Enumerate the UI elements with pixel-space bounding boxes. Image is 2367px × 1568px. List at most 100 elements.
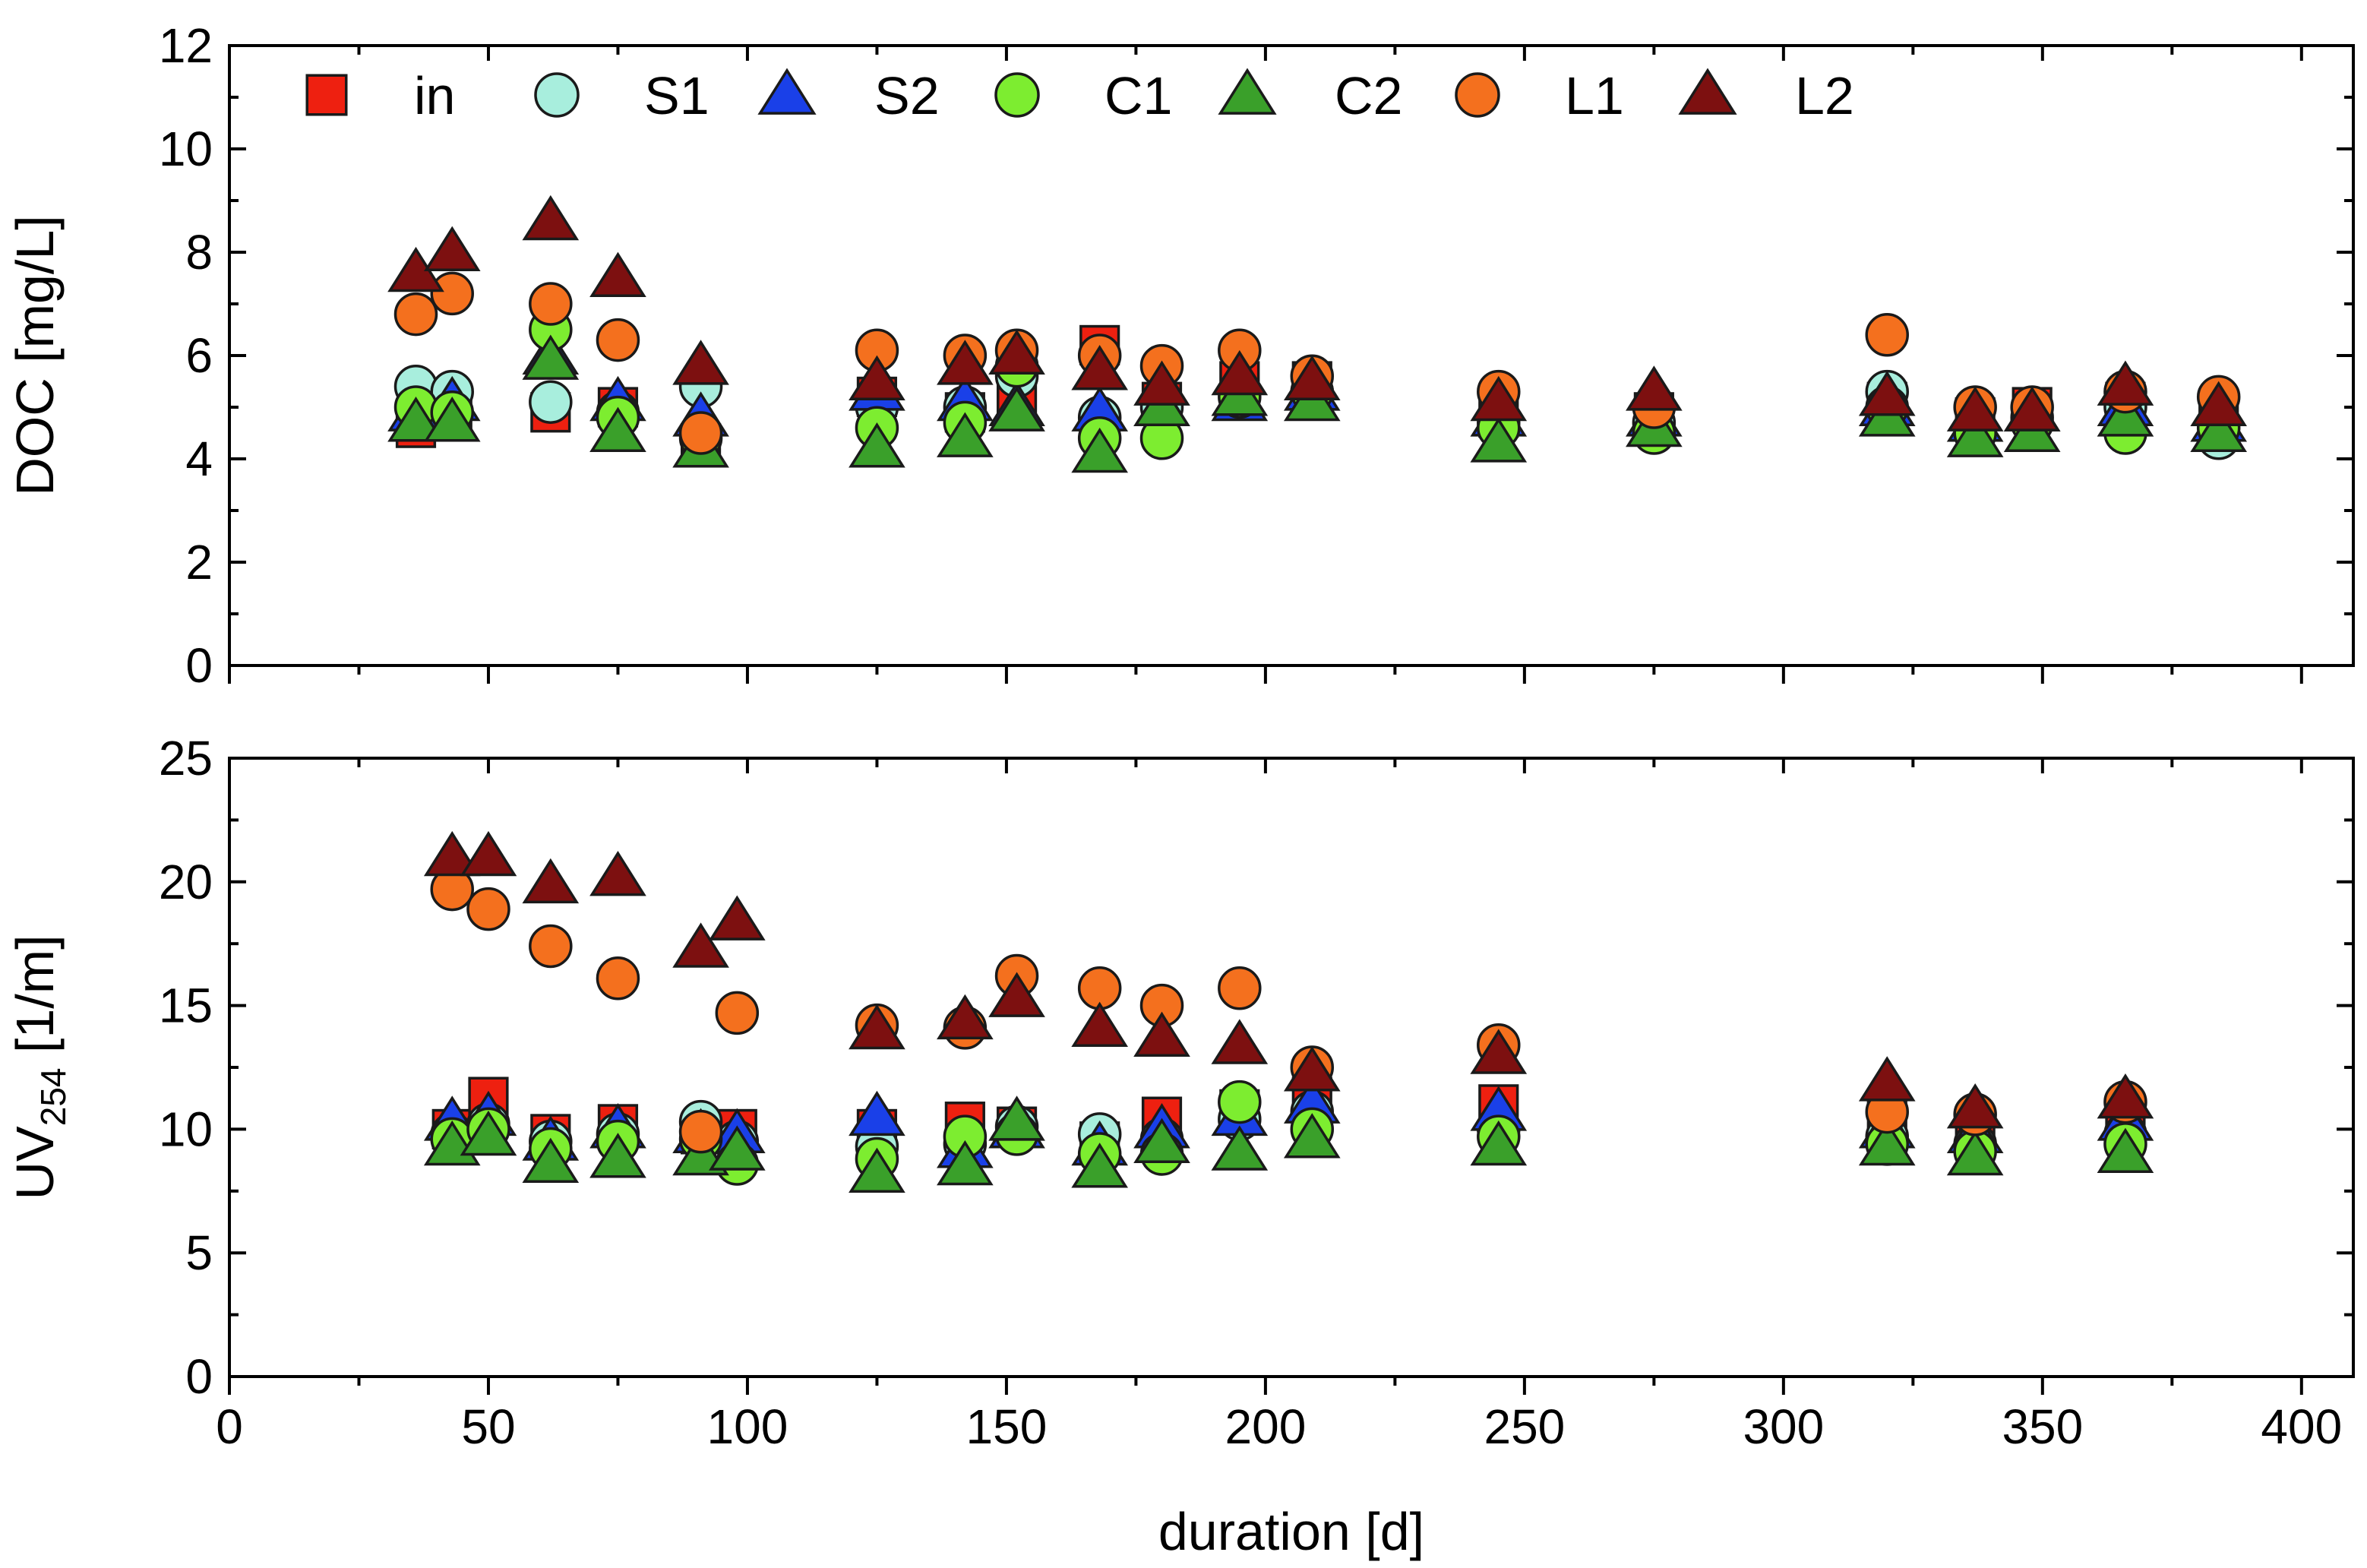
- legend-item-c2: C2: [1218, 66, 1402, 125]
- uv-c2-point: [1470, 1120, 1528, 1166]
- doc-l2-point: [937, 340, 994, 385]
- doc-l1-point: [529, 282, 573, 326]
- doc-c2-point: [522, 334, 580, 380]
- doc-l2-point: [423, 226, 481, 272]
- doc-series-C2: [387, 334, 2248, 473]
- legend-item-in: in: [305, 66, 455, 125]
- legend-marker-l1: [1455, 72, 1500, 118]
- uv-l2-point: [937, 994, 994, 1040]
- doc-l2-point: [1470, 375, 1528, 422]
- uv-l2-point: [1211, 1019, 1269, 1064]
- uv-l2-point: [2097, 1073, 2154, 1119]
- uv-c2-point: [1211, 1125, 1269, 1171]
- doc-c2-point: [1470, 417, 1528, 463]
- doc-l2-point: [1946, 386, 2004, 432]
- legend-label-c2: C2: [1335, 66, 1402, 125]
- doc-s1-point: [529, 380, 573, 424]
- legend-item-s1: S1: [534, 66, 709, 125]
- legend-item-c1: C1: [994, 66, 1172, 125]
- doc-panel: 0 2 4 6 8 10 12 DOC [mg/L]: [5, 18, 2355, 693]
- doc-y-tick-label: 2: [185, 535, 213, 590]
- doc-c2-point: [589, 406, 646, 453]
- doc-l2-point: [1071, 345, 1129, 390]
- doc-l1-point: [430, 271, 474, 316]
- uv-c2-point: [2097, 1127, 2154, 1173]
- uv-c2-point: [522, 1137, 580, 1184]
- uv-y-tick-label: 0: [185, 1349, 213, 1404]
- doc-y-tick-label: 4: [185, 432, 213, 486]
- uv-l1-point: [715, 991, 760, 1035]
- uv-l2-point: [522, 858, 580, 904]
- uv-c2-point: [849, 1147, 905, 1193]
- doc-c2-point: [1071, 427, 1129, 473]
- uv-s2-point: [849, 1090, 905, 1136]
- uv-c2-point: [1283, 1113, 1341, 1159]
- uv-l2-point: [1071, 1001, 1129, 1047]
- doc-y-tick-label: 12: [159, 18, 213, 73]
- uv-l2-point: [1283, 1046, 1341, 1092]
- legend-label-s1: S1: [644, 66, 709, 125]
- doc-l2-point: [1133, 360, 1190, 406]
- uv-c2-point: [1858, 1120, 1916, 1166]
- legend-marker-l2: [1678, 68, 1737, 115]
- doc-l1-point: [1865, 313, 1909, 357]
- doc-c2-point: [387, 397, 444, 442]
- uv-c2-point: [988, 1095, 1045, 1141]
- uv-y-tick-label: 10: [159, 1102, 213, 1156]
- doc-l1-point: [596, 318, 640, 362]
- doc-c2-point: [1946, 412, 2004, 457]
- doc-y-tick-label: 6: [185, 328, 213, 383]
- legend-item-l1: L1: [1455, 66, 1624, 125]
- doc-l2-point: [1283, 355, 1341, 401]
- doc-l2-point: [1211, 349, 1269, 396]
- uv-l1-point: [529, 924, 573, 969]
- uv-series-C2: [423, 1095, 2154, 1193]
- x-tick-label: 50: [461, 1399, 515, 1454]
- uv-c2-point: [1071, 1143, 1129, 1188]
- doc-l2-point: [589, 251, 646, 298]
- doc-c2-point: [423, 397, 481, 442]
- doc-l2-point: [988, 329, 1045, 375]
- doc-c2-point: [849, 422, 905, 468]
- uv-c2-point: [460, 1110, 517, 1156]
- uv-l2-point: [849, 1004, 905, 1050]
- legend-label-c1: C1: [1104, 66, 1172, 125]
- legend-marker-in: [305, 74, 348, 116]
- doc-c2-point: [2190, 406, 2248, 453]
- uv-y-tick-label: 15: [159, 978, 213, 1033]
- uv-c2-point: [937, 1140, 994, 1186]
- legend-item-s2: S2: [757, 66, 940, 125]
- legend-marker-c2: [1218, 68, 1277, 115]
- x-tick-label: 100: [707, 1399, 788, 1454]
- x-tick-label: 300: [1743, 1399, 1824, 1454]
- uv-y-axis-subscript: 254: [33, 1068, 73, 1127]
- doc-l1-point: [393, 292, 438, 337]
- doc-c2-point: [988, 386, 1045, 432]
- doc-l2-point: [522, 194, 580, 241]
- uv-l2-point: [460, 830, 517, 877]
- uv-series-layer: [423, 830, 2154, 1193]
- uv-l2-point: [1133, 1011, 1190, 1057]
- doc-ticks: 0 2 4 6 8 10 12: [159, 18, 2353, 693]
- legend-item-l2: L2: [1678, 66, 1854, 125]
- doc-y-axis-label: DOC [mg/L]: [5, 215, 65, 496]
- doc-l2-point: [672, 340, 729, 385]
- uv-l2-point: [1858, 1056, 1916, 1102]
- uv-l2-point: [589, 850, 646, 896]
- doc-l1-point: [678, 411, 723, 455]
- legend-label-s2: S2: [874, 66, 940, 125]
- legend-label-in: in: [414, 66, 455, 125]
- uv-l1-point: [596, 956, 640, 1001]
- doc-l2-point: [2097, 360, 2154, 406]
- uv-l2-point: [672, 922, 729, 968]
- uv-c1-point: [1218, 1080, 1262, 1124]
- uv-l2-point: [1470, 1029, 1528, 1074]
- legend-marker-s2: [757, 68, 817, 115]
- doc-l2-point: [2190, 381, 2248, 427]
- x-tick-label: 400: [2261, 1399, 2342, 1454]
- uv-l2-point: [708, 895, 766, 940]
- doc-y-tick-label: 8: [185, 225, 213, 280]
- uv-y-tick-label: 5: [185, 1225, 213, 1280]
